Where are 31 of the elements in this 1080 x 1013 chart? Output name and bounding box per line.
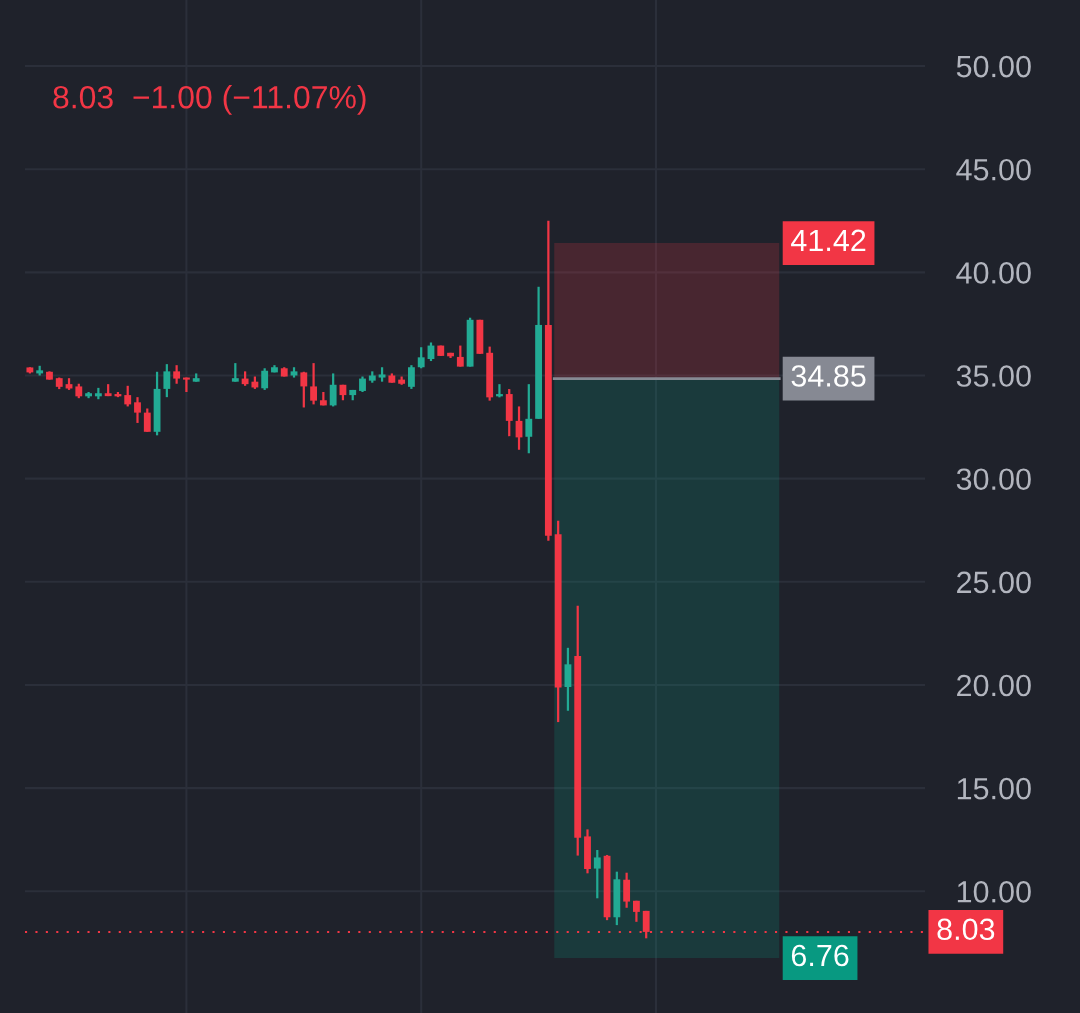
candlestick [261,367,269,392]
band-label: 41.42 [791,229,866,251]
text: 8.03 −1.00 (−11.07%) [53,85,366,115]
y-tick-label: 40.00 [956,262,1031,284]
y-tick-label: 10.00 [957,881,1031,903]
ref-line-label: 34.85 [791,365,866,387]
candlestick [623,871,631,909]
candlestick [456,344,464,368]
y-tick-label: 45.00 [956,158,1031,181]
candlestick [300,370,308,409]
y-tick-label: 30.00 [956,468,1031,491]
y-tick-label: 35.00 [956,365,1031,387]
y-tick-label: 50.00 [956,55,1031,78]
candlestick [231,362,239,383]
candlestick [134,396,141,425]
band-label: 6.76 [791,944,849,967]
y-tick-label: 25.00 [957,571,1031,594]
y-tick-label: 20.00 [957,674,1031,697]
candlestick [329,372,337,408]
candlestick [182,376,190,394]
candlestick [407,364,415,391]
ref-line-label: 8.03 [937,918,995,941]
candlestick [163,363,171,399]
y-tick-label: 15.00 [957,777,1031,800]
candlestick [143,407,151,433]
candlestick [593,848,601,900]
candlestick [417,346,425,370]
candlestick [310,362,318,406]
candlestick [173,364,181,385]
candlestick [124,384,132,408]
candlestick [525,383,533,455]
